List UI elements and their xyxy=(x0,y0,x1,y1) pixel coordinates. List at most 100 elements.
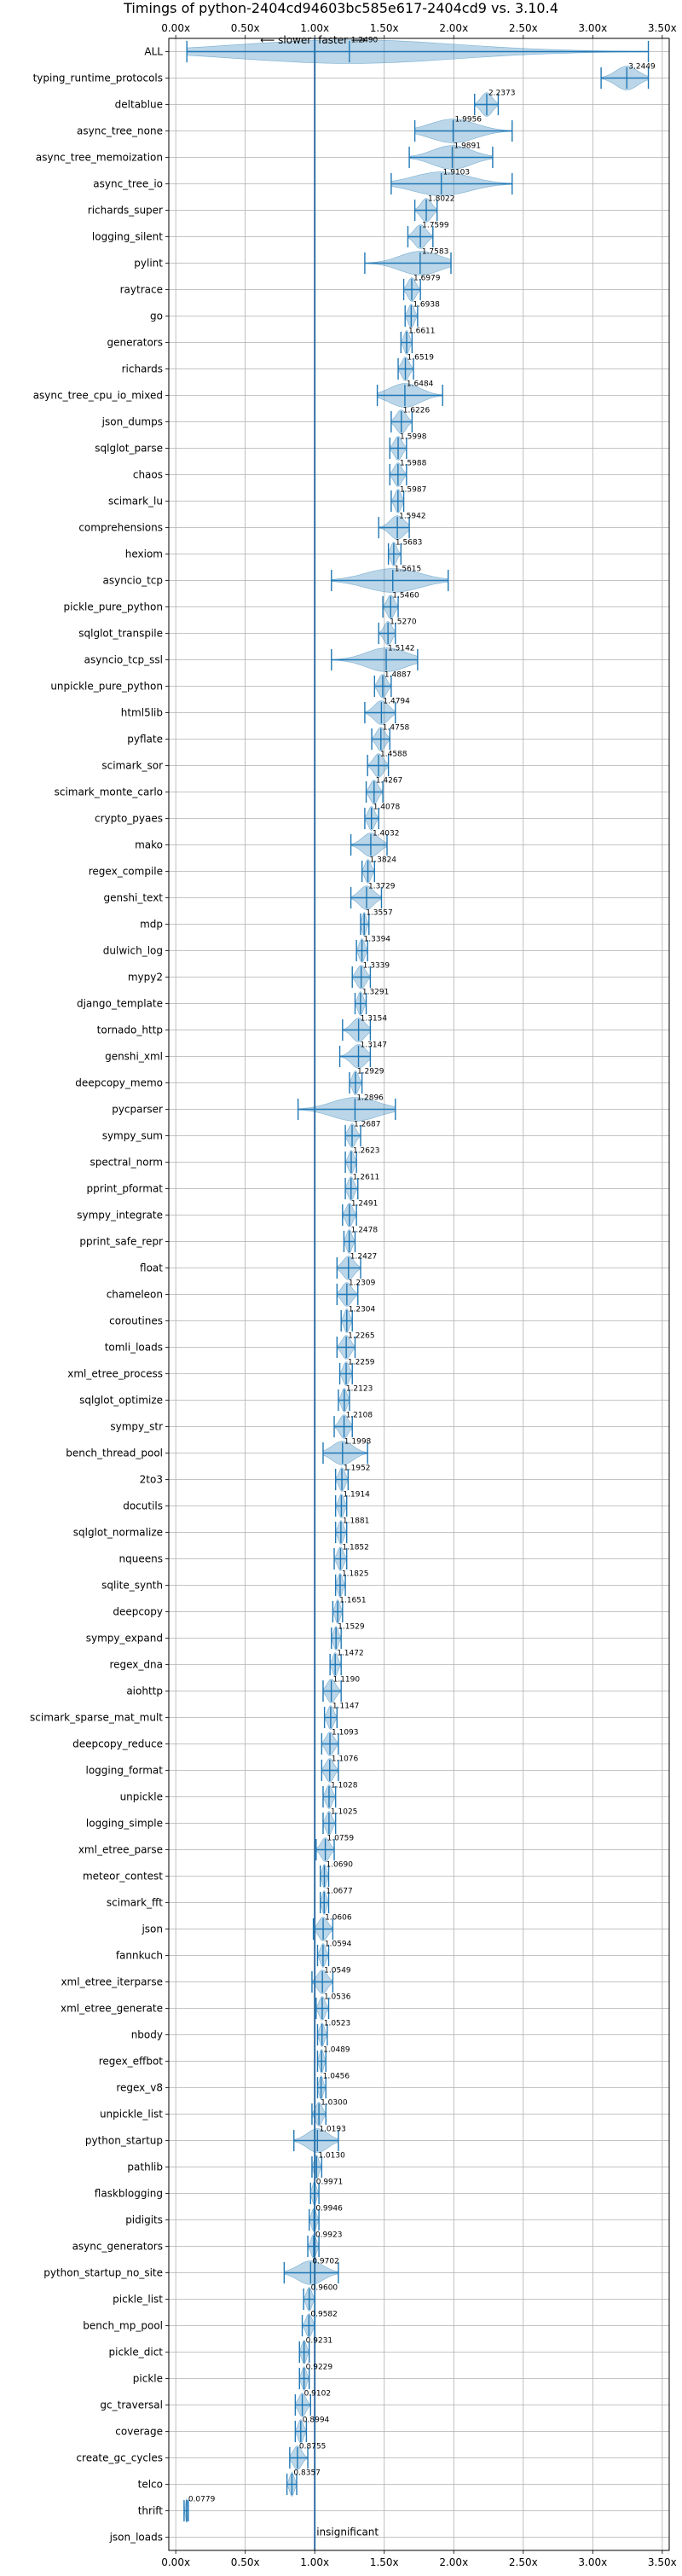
violin: 1.0606 xyxy=(312,1914,352,1941)
violin: 1.1190 xyxy=(322,1676,361,1703)
violin: 1.2896 xyxy=(297,1094,396,1122)
y-tick-label: regex_effbot xyxy=(99,2056,164,2068)
violin: 1.1998 xyxy=(322,1438,372,1465)
y-tick-label: flaskblogging xyxy=(95,2188,163,2200)
y-tick-label: asyncio_tcp_ssl xyxy=(84,654,163,666)
y-tick-label: sympy_sum xyxy=(102,1130,163,1142)
y-tick-label: aiohttp xyxy=(126,1685,163,1697)
violin: 1.1076 xyxy=(321,1755,359,1783)
value-label: 1.0759 xyxy=(327,1835,355,1843)
x-tick-label-top: 2.00x xyxy=(439,22,468,34)
violin: 1.0300 xyxy=(311,2099,348,2126)
value-label: 1.0549 xyxy=(324,1967,351,1976)
value-label: 1.1881 xyxy=(343,1517,370,1526)
violin: 0.9946 xyxy=(308,2205,343,2232)
violin: 1.1651 xyxy=(332,1597,367,1624)
violin: 2.2373 xyxy=(474,90,515,117)
value-label: 0.8755 xyxy=(299,2443,327,2451)
violin: 1.2427 xyxy=(336,1253,378,1280)
value-label: 1.0193 xyxy=(319,2126,346,2134)
y-tick-label: chaos xyxy=(133,469,163,481)
violin: 1.0536 xyxy=(315,1993,351,2021)
y-tick-label: meteor_contest xyxy=(83,1871,163,1883)
violin: 1.4267 xyxy=(365,777,402,804)
y-tick-label: nbody xyxy=(131,2029,163,2041)
violin: 1.2491 xyxy=(342,1200,378,1227)
value-label: 1.2304 xyxy=(349,1306,376,1314)
value-label: 1.6611 xyxy=(408,328,436,336)
value-label: 1.4078 xyxy=(373,804,401,812)
plot-frame xyxy=(168,38,670,2551)
value-label: 0.9102 xyxy=(304,2390,332,2399)
violin: 1.4588 xyxy=(367,751,407,778)
y-tick-label: xml_etree_iterparse xyxy=(61,1976,163,1988)
value-label: 1.2611 xyxy=(353,1174,380,1182)
y-tick-label: json xyxy=(141,1923,163,1935)
violin: 1.5987 xyxy=(390,486,426,513)
y-tick-label: sympy_expand xyxy=(86,1633,163,1645)
violin: 1.5683 xyxy=(387,539,422,566)
y-tick-label: generators xyxy=(107,337,163,349)
y-tick-label: deepcopy_reduce xyxy=(72,1738,163,1750)
y-tick-label: scimark_lu xyxy=(108,496,163,508)
annotation-faster: faster ⟶ xyxy=(318,34,366,46)
y-tick-label: go xyxy=(150,310,163,322)
value-label: 0.9229 xyxy=(306,2364,333,2372)
value-label: 1.4887 xyxy=(384,671,412,680)
y-tick-label: logging_format xyxy=(85,1765,163,1777)
y-tick-label: scimark_sparse_mat_mult xyxy=(30,1712,163,1724)
violin: 3.2449 xyxy=(600,63,656,90)
x-tick-label-bottom: 3.00x xyxy=(578,2556,607,2568)
value-label: 1.0690 xyxy=(326,1861,353,1870)
y-tick-label: sqlglot_transpile xyxy=(78,628,163,640)
value-label: 1.0456 xyxy=(323,2073,350,2081)
value-label: 0.9946 xyxy=(315,2205,343,2213)
violin: 1.9891 xyxy=(408,142,494,170)
value-label: 1.1190 xyxy=(333,1676,361,1685)
violin: 0.9229 xyxy=(298,2364,333,2391)
y-tick-label: comprehensions xyxy=(78,522,163,534)
y-tick-label: xml_etree_generate xyxy=(61,2003,163,2015)
violin: 0.8755 xyxy=(289,2443,327,2470)
y-tick-label: django_template xyxy=(77,998,163,1010)
y-tick-label: genshi_text xyxy=(104,892,164,904)
value-label: 1.1852 xyxy=(342,1544,369,1552)
y-tick-label: thrift xyxy=(138,2505,164,2517)
violin: 1.2123 xyxy=(338,1385,373,1413)
y-tick-label: regex_dna xyxy=(109,1659,163,1671)
violin: 0.9231 xyxy=(298,2337,332,2364)
y-tick-label: pidigits xyxy=(125,2214,163,2226)
value-label: 1.1076 xyxy=(332,1755,359,1764)
value-label: 1.5998 xyxy=(400,433,427,442)
violin: 0.9102 xyxy=(294,2390,332,2417)
y-tick-label: nqueens xyxy=(119,1553,163,1565)
y-tick-label: unpickle_list xyxy=(100,2109,163,2121)
violin: 1.1025 xyxy=(322,1808,357,1836)
value-label: 1.0523 xyxy=(324,2020,351,2028)
violin: 1.0594 xyxy=(316,1941,352,1968)
violin: 1.3394 xyxy=(355,936,390,963)
y-tick-label: hexiom xyxy=(125,548,163,560)
value-label: 1.3557 xyxy=(366,909,393,918)
y-tick-label: mypy2 xyxy=(128,972,163,983)
value-label: 1.5615 xyxy=(395,566,422,574)
violin: 1.1529 xyxy=(331,1623,365,1651)
y-tick-label: async_tree_cpu_io_mixed xyxy=(33,390,163,402)
violin: 1.1952 xyxy=(334,1465,371,1492)
y-tick-label: pyflate xyxy=(127,734,163,746)
violin: 1.3824 xyxy=(361,856,396,884)
violin: 1.1093 xyxy=(321,1729,359,1756)
violin: 0.8357 xyxy=(286,2469,321,2497)
y-tick-label: richards xyxy=(122,363,163,375)
y-tick-label: spectral_norm xyxy=(90,1157,163,1169)
x-tick-label-bottom: 1.50x xyxy=(370,2556,399,2568)
y-tick-label: mako xyxy=(135,839,163,851)
value-label: 1.1825 xyxy=(342,1570,369,1579)
violin: 0.9923 xyxy=(307,2231,342,2259)
y-tick-label: pickle_list xyxy=(113,2294,163,2306)
value-label: 1.2427 xyxy=(350,1253,378,1262)
violin: 1.5988 xyxy=(389,460,427,487)
violin: 1.3147 xyxy=(338,1041,387,1069)
violin: 1.2611 xyxy=(344,1174,380,1201)
y-tick-label: 2to3 xyxy=(140,1474,163,1486)
